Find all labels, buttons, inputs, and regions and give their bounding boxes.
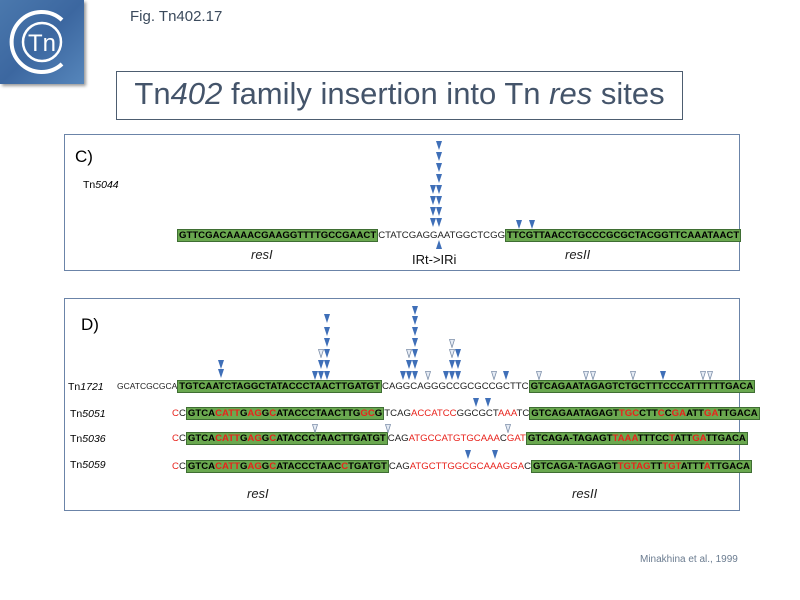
ir-label: IRt->IRi [412,252,457,267]
title-box: Tn402 family insertion into Tn res sites [116,71,683,120]
panel-c-label: C) [75,147,93,166]
resII-label: resII [565,247,591,262]
strain-label-tn5059: Tn5059 [70,459,106,471]
panel-d-label: D) [81,315,99,334]
sequence-tn5059: CC GTCACATTGAGGCATACCCTAACCTGATGT CAGATGCT… [172,460,752,473]
svg-text:Tn: Tn [28,30,56,57]
strain-label-tn5051: Tn5051 [70,408,106,420]
resI-box: GTTCGACAAAACGAAGGTTTTGCCGAACT [177,229,379,242]
panel-c-arrow-stacks [430,141,535,249]
strain-label-tn5036: Tn5036 [70,433,106,445]
tn-logo-icon: Tn [9,10,64,74]
strain-label-tn5044: Tn5044 [83,179,119,191]
tn-logo: Tn [0,0,84,84]
spacer: CTATCGAGGAATGGCTCGG [378,230,506,241]
sequence-tn5036: CC GTCACATTGAGGCATACCCTAACTTGATGT CAGATGCC… [172,432,748,445]
resII-label: resII [572,486,598,501]
sequence-tn5044: GTTCGACAAAACGAAGGTTTTGCCGAACT CTATCGAGGAA… [177,229,742,242]
panel-c: C) Tn5044 GTTCGACAAAACGAAGGTTTTGCCGAACT C… [64,134,742,271]
sequence-tn1721: GCATCGCGCA TGTCAATCTAGGCTATACCCTAACTTGATG… [117,380,756,393]
resI-label: resI [247,486,269,501]
sequence-tn5051: CC GTCACATTGAGGCATACCCTAACTTGGCG TCAGACCAT… [172,407,760,420]
panel-d-arrow-stacks [218,306,713,459]
citation: Minakhina et al., 1999 [640,554,738,565]
resII-box: TTCGTTAACCTGCCCGCGCTACGGTTCAAATAACT [505,229,742,242]
panel-d: D) Tn1721 GCATCGCGCA TGTCAATCTAGGCTATACCC… [64,298,760,511]
figure-label: Fig. Tn402.17 [130,8,223,25]
resI-label: resI [251,247,273,262]
strain-label-tn1721: Tn1721 [68,381,104,393]
page-title: Tn402 family insertion into Tn res sites [134,76,665,111]
